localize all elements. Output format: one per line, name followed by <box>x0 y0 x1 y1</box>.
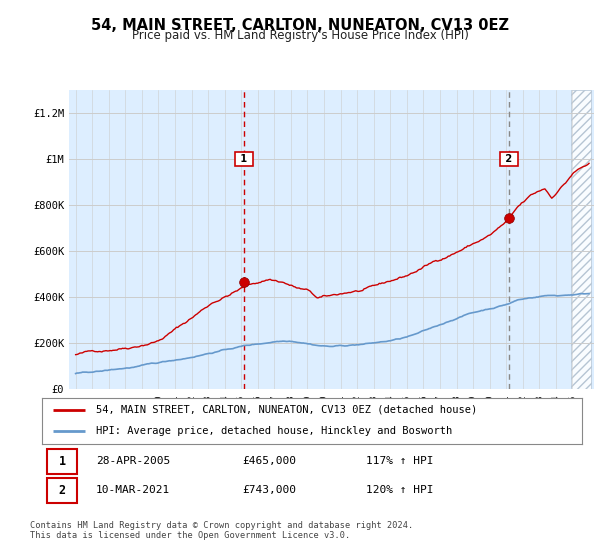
Text: This data is licensed under the Open Government Licence v3.0.: This data is licensed under the Open Gov… <box>30 531 350 540</box>
Text: £465,000: £465,000 <box>242 456 296 466</box>
Text: 2: 2 <box>502 154 516 164</box>
Text: 10-MAR-2021: 10-MAR-2021 <box>96 486 170 496</box>
Text: 117% ↑ HPI: 117% ↑ HPI <box>366 456 433 466</box>
Text: 28-APR-2005: 28-APR-2005 <box>96 456 170 466</box>
Text: HPI: Average price, detached house, Hinckley and Bosworth: HPI: Average price, detached house, Hinc… <box>96 426 452 436</box>
Text: 54, MAIN STREET, CARLTON, NUNEATON, CV13 0EZ: 54, MAIN STREET, CARLTON, NUNEATON, CV13… <box>91 18 509 33</box>
Bar <box>571 90 590 389</box>
FancyBboxPatch shape <box>47 449 77 474</box>
Text: 2: 2 <box>59 484 66 497</box>
Text: 1: 1 <box>237 154 251 164</box>
Text: 1: 1 <box>59 455 66 468</box>
Text: 120% ↑ HPI: 120% ↑ HPI <box>366 486 433 496</box>
Text: Contains HM Land Registry data © Crown copyright and database right 2024.: Contains HM Land Registry data © Crown c… <box>30 521 413 530</box>
Text: 54, MAIN STREET, CARLTON, NUNEATON, CV13 0EZ (detached house): 54, MAIN STREET, CARLTON, NUNEATON, CV13… <box>96 405 477 415</box>
Text: Price paid vs. HM Land Registry's House Price Index (HPI): Price paid vs. HM Land Registry's House … <box>131 29 469 42</box>
FancyBboxPatch shape <box>47 478 77 503</box>
Text: £743,000: £743,000 <box>242 486 296 496</box>
